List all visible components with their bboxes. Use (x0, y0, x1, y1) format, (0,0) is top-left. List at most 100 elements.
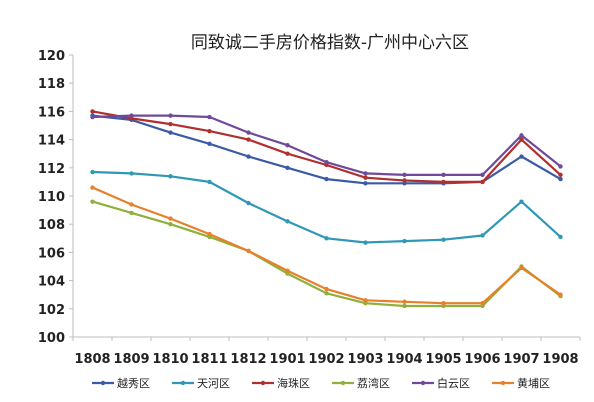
y-tick-label: 118 (38, 77, 65, 92)
y-tick-label: 110 (38, 190, 65, 205)
data-point (402, 172, 407, 178)
x-tick-label: 1908 (542, 352, 578, 367)
series-line (92, 170, 562, 244)
data-point (519, 199, 524, 204)
x-tick-label: 1904 (386, 352, 422, 367)
data-point (558, 164, 563, 169)
x-tick-label: 1906 (464, 352, 500, 367)
data-point (441, 179, 446, 185)
data-point (519, 137, 524, 142)
data-point (558, 172, 563, 178)
data-point (324, 286, 329, 292)
x-tick-label: 1812 (230, 352, 266, 367)
data-point (168, 222, 173, 227)
axis-layer: 100 102 104 106 108 110 112 114 116 118 120 1808 180… (38, 49, 581, 367)
data-point (402, 238, 407, 244)
y-tick-label: 114 (38, 134, 65, 149)
x-tick-label: 1905 (425, 352, 461, 367)
legend-label: 天河区 (197, 377, 230, 390)
data-point (90, 169, 95, 175)
data-point (324, 176, 329, 182)
data-point (441, 172, 446, 178)
data-point (246, 137, 251, 142)
series-5 (90, 185, 563, 306)
data-point (246, 154, 251, 159)
data-point (285, 165, 290, 170)
data-point (207, 128, 212, 134)
data-point (324, 159, 329, 165)
data-point (480, 179, 485, 185)
data-point (246, 248, 251, 254)
legend-label: 黄埔区 (517, 376, 550, 390)
legend-label: 越秀区 (117, 376, 150, 390)
y-tick-label: 116 (38, 105, 65, 120)
data-point (480, 300, 485, 306)
series-layer (90, 109, 563, 309)
data-point (207, 179, 212, 185)
y-tick-label: 108 (38, 218, 65, 233)
data-point (207, 231, 212, 237)
legend-label: 荔湾区 (357, 376, 390, 390)
data-point (519, 133, 524, 138)
y-tick-label: 120 (38, 49, 65, 64)
data-point (246, 130, 251, 135)
data-point (168, 130, 173, 135)
series-2 (90, 109, 563, 185)
data-point (558, 176, 563, 182)
data-point (480, 172, 485, 178)
data-point (168, 121, 173, 127)
legend-item: 天河区 (172, 377, 230, 390)
data-point (246, 200, 251, 206)
x-tick-label: 1808 (74, 352, 110, 367)
data-point (207, 114, 212, 120)
legend-item: 黄埔区 (492, 376, 550, 390)
data-point (363, 171, 368, 176)
legend-marker (100, 380, 106, 386)
y-tick-label: 100 (38, 331, 65, 346)
x-tick-label: 1809 (113, 352, 149, 367)
data-point (402, 303, 407, 309)
legend-marker (500, 380, 506, 386)
data-point (90, 185, 95, 190)
x-tick-label: 1901 (269, 352, 305, 367)
data-point (207, 141, 212, 147)
data-point (285, 151, 290, 156)
data-point (90, 199, 95, 204)
data-point (363, 181, 368, 186)
x-tick-label: 1903 (347, 352, 383, 367)
legend-item: 荔湾区 (332, 376, 390, 390)
legend-item: 越秀区 (92, 376, 150, 390)
series-line (92, 186, 562, 305)
legend-item: 海珠区 (252, 376, 310, 390)
series-4 (90, 113, 563, 178)
legend-item: 白云区 (412, 376, 470, 390)
data-point (519, 265, 524, 271)
data-point (363, 175, 368, 180)
y-tick-label: 102 (38, 303, 65, 318)
y-tick-label: 104 (38, 275, 65, 290)
data-point (168, 113, 173, 118)
legend: 越秀区 天河区 海珠区 荔湾区 白云区 黄埔区 (92, 376, 550, 390)
data-point (558, 292, 563, 297)
legend-marker (180, 380, 186, 386)
data-point (324, 236, 329, 241)
data-point (363, 240, 368, 245)
data-point (90, 109, 95, 114)
data-point (519, 154, 524, 159)
series-line (92, 110, 562, 183)
x-tick-label: 1811 (191, 352, 227, 367)
data-point (129, 171, 134, 176)
x-tick-label: 1810 (152, 352, 188, 367)
x-tick-label: 1902 (308, 352, 344, 367)
legend-marker (260, 380, 266, 386)
legend-marker (340, 380, 346, 386)
data-point (363, 298, 368, 303)
data-point (285, 219, 290, 224)
data-point (402, 178, 407, 183)
data-point (90, 114, 95, 120)
y-tick-label: 112 (38, 162, 65, 177)
legend-marker (420, 380, 426, 386)
data-point (558, 234, 563, 240)
